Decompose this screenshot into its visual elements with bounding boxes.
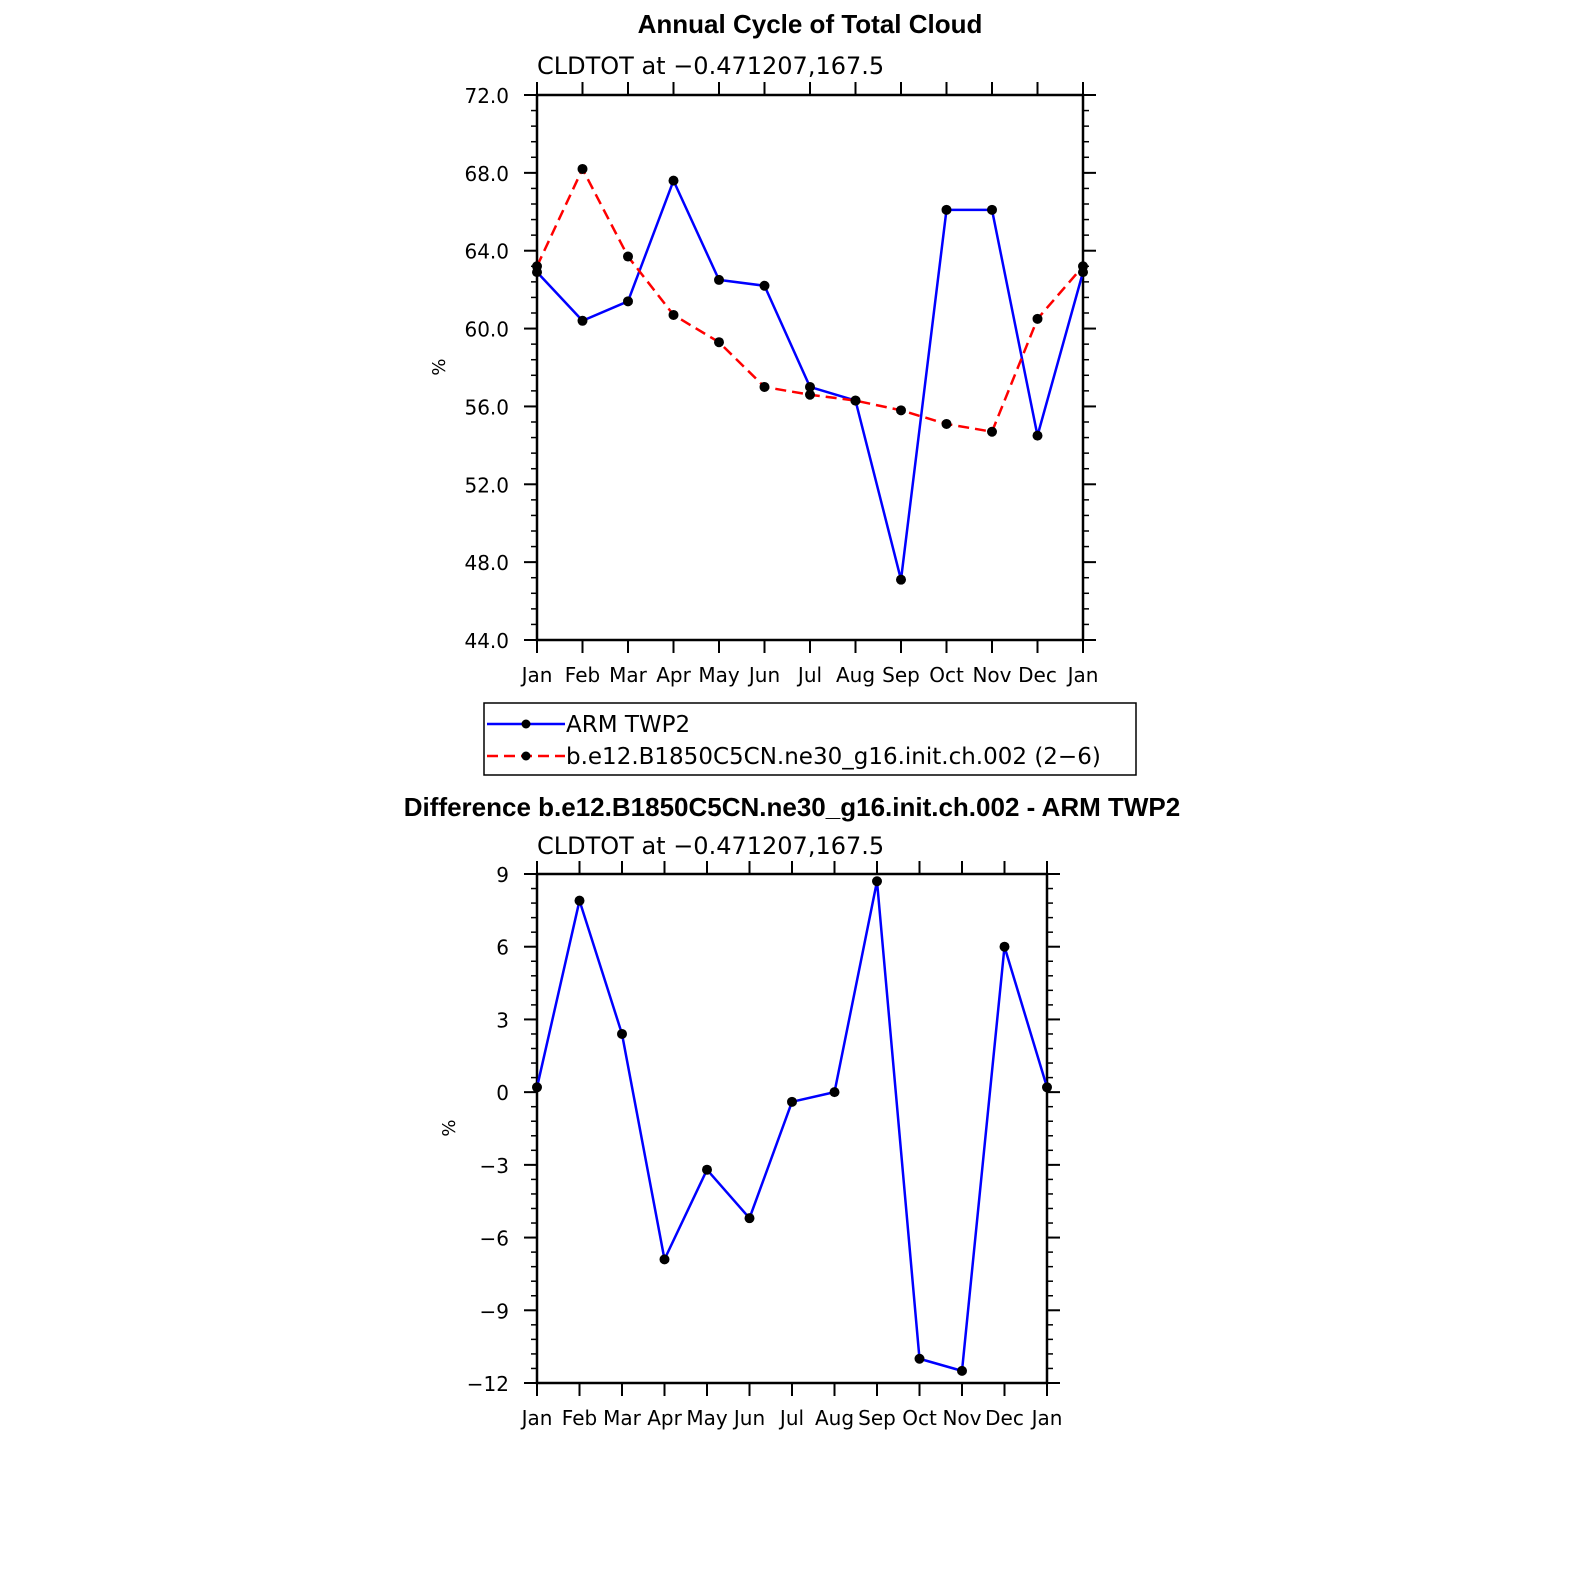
c0-y-tick-label: 68.0 [464, 162, 509, 186]
c1-series-0-point [532, 1082, 542, 1093]
top-chart-title: Annual Cycle of Total Cloud [638, 9, 983, 39]
c1-x-tick-label: May [686, 1406, 728, 1430]
c0-x-tick-label: Feb [565, 663, 600, 687]
c1-x-tick-label: Oct [902, 1406, 937, 1430]
difference-chart: Difference b.e12.B1850C5CN.ne30_g16.init… [404, 792, 1180, 1430]
c0-series-1-point [714, 337, 724, 348]
c1-x-tick-label: Jan [520, 1406, 553, 1430]
c1-series-0-point [829, 1087, 840, 1098]
c1-x-tick-label: Apr [647, 1406, 682, 1430]
c1-series-0-point [914, 1353, 925, 1364]
c0-y-tick-label: 60.0 [464, 318, 509, 342]
c1-y-tick-label: 0 [496, 1081, 509, 1105]
c1-x-tick-label: Jul [778, 1406, 804, 1430]
c1-series-0-point [872, 876, 882, 887]
legend-label-model: b.e12.B1850C5CN.ne30_g16.init.ch.002 (2−… [566, 744, 1101, 770]
c0-series-0-point [896, 574, 906, 585]
c0-y-tick-label: 64.0 [464, 240, 509, 264]
c0-series-1-point [850, 395, 861, 406]
c1-y-axis-label: % [439, 1119, 460, 1136]
c0-series-1-point [623, 251, 633, 262]
top-chart-subtitle: CLDTOT at −0.471207,167.5 [537, 52, 884, 80]
c0-y-tick-label: 56.0 [464, 395, 509, 419]
c0-series-0-point [668, 175, 679, 186]
c1-series-0-point [702, 1164, 712, 1175]
c0-series-1-point [987, 426, 997, 437]
c0-series-0-point [1032, 430, 1043, 441]
c1-series-0-point [744, 1213, 755, 1224]
c0-y-tick-label: 52.0 [464, 473, 509, 497]
c0-y-tick-label: 72.0 [464, 84, 509, 108]
c0-series-0-point [577, 315, 588, 326]
c0-series-1-point [1032, 313, 1043, 324]
c1-y-tick-label: −3 [480, 1154, 509, 1178]
c0-x-tick-label: Nov [972, 663, 1011, 687]
c0-y-axis-label: % [429, 358, 450, 375]
c1-y-tick-label: −12 [467, 1372, 509, 1396]
c0-series-1-point [1078, 261, 1088, 272]
c0-series-0-point [987, 204, 997, 215]
c1-x-tick-label: Mar [603, 1406, 642, 1430]
c0-x-tick-label: Aug [836, 663, 875, 687]
c0-series-1-point [577, 163, 588, 174]
c1-series-0-point [617, 1028, 627, 1039]
c1-x-tick-label: Sep [858, 1406, 896, 1430]
c0-series-1-point [896, 405, 906, 416]
c0-series-0-point [714, 274, 724, 285]
legend: ARM TWP2 b.e12.B1850C5CN.ne30_g16.init.c… [483, 702, 1137, 776]
c1-y-tick-label: 3 [496, 1008, 509, 1032]
legend-label-arm: ARM TWP2 [566, 712, 690, 738]
c1-series-0-point [659, 1254, 670, 1265]
annual-cycle-chart: Annual Cycle of Total Cloud CLDTOT at −0… [429, 9, 1098, 687]
c1-y-tick-label: −9 [480, 1299, 509, 1323]
c1-series-0-point [787, 1096, 797, 1107]
legend-box [483, 702, 1137, 776]
c0-x-tick-label: Jan [520, 663, 553, 687]
c0-x-tick-label: Oct [929, 663, 964, 687]
legend-marker-model [521, 751, 531, 761]
c1-x-tick-label: Nov [942, 1406, 981, 1430]
c1-series-line-0 [535, 880, 1049, 1373]
c0-x-tick-label: Apr [656, 663, 691, 687]
c0-x-tick-label: Mar [609, 663, 648, 687]
c0-series-0-point [941, 204, 952, 215]
c1-series-0-point [574, 895, 585, 906]
c1-y-tick-label: −6 [480, 1227, 509, 1251]
c0-x-tick-label: Jan [1066, 663, 1099, 687]
c1-series-0-point [1042, 1082, 1052, 1093]
c1-x-tick-label: Jan [1030, 1406, 1063, 1430]
c0-series-0-point [805, 381, 815, 392]
legend-marker-arm [521, 719, 531, 729]
c1-series-0-point [957, 1365, 967, 1376]
c0-x-tick-label: Jun [747, 663, 780, 687]
c0-x-tick-label: Dec [1018, 663, 1057, 687]
c0-series-1-point [668, 309, 679, 320]
c1-x-tick-label: Dec [985, 1406, 1024, 1430]
c0-series-1-point [532, 261, 542, 272]
c0-x-tick-label: Sep [882, 663, 920, 687]
c0-y-tick-label: 44.0 [464, 629, 509, 653]
c1-x-tick-label: Feb [562, 1406, 597, 1430]
bottom-chart-title: Difference b.e12.B1850C5CN.ne30_g16.init… [404, 792, 1180, 822]
c0-plot-frame [535, 93, 1085, 642]
c0-y-tick-label: 48.0 [464, 551, 509, 575]
c0-series-0-point [759, 280, 770, 291]
c1-y-tick-label: 9 [496, 863, 509, 887]
c0-series-1-point [941, 418, 952, 429]
c0-series-0-point [623, 296, 633, 307]
c1-plot-frame [535, 872, 1049, 1385]
c1-x-tick-label: Jun [732, 1406, 765, 1430]
bottom-chart-subtitle: CLDTOT at −0.471207,167.5 [537, 832, 884, 860]
c1-y-tick-label: 6 [496, 936, 509, 960]
c0-series-1-point [805, 389, 815, 400]
c0-x-tick-label: May [698, 663, 740, 687]
c1-x-tick-label: Aug [815, 1406, 854, 1430]
c0-x-tick-label: Jul [796, 663, 822, 687]
c1-series-0-point [999, 941, 1010, 952]
c0-series-1-point [759, 381, 770, 392]
